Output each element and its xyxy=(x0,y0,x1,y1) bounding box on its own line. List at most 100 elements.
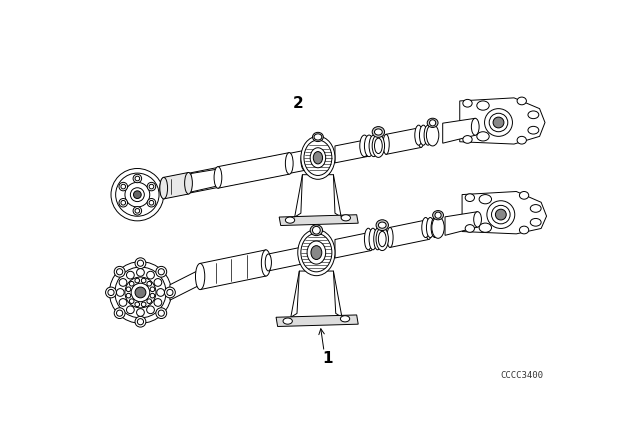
Ellipse shape xyxy=(285,217,294,223)
Ellipse shape xyxy=(111,168,164,221)
Ellipse shape xyxy=(520,191,529,199)
Ellipse shape xyxy=(285,153,293,174)
Ellipse shape xyxy=(147,182,156,191)
Ellipse shape xyxy=(119,198,127,207)
Ellipse shape xyxy=(426,125,439,146)
Ellipse shape xyxy=(432,217,444,238)
Ellipse shape xyxy=(310,148,326,168)
Ellipse shape xyxy=(477,132,489,141)
Ellipse shape xyxy=(116,269,123,275)
Ellipse shape xyxy=(415,125,422,145)
Polygon shape xyxy=(291,271,342,317)
Ellipse shape xyxy=(156,308,166,319)
Ellipse shape xyxy=(431,218,439,237)
Ellipse shape xyxy=(419,125,428,145)
Ellipse shape xyxy=(135,287,146,298)
Ellipse shape xyxy=(520,226,529,234)
Ellipse shape xyxy=(374,228,381,250)
Polygon shape xyxy=(279,215,358,225)
Ellipse shape xyxy=(116,289,124,296)
Ellipse shape xyxy=(435,212,441,218)
Text: CCCC3400: CCCC3400 xyxy=(500,371,543,380)
Ellipse shape xyxy=(261,250,271,276)
Ellipse shape xyxy=(160,178,168,198)
Ellipse shape xyxy=(340,316,349,322)
Polygon shape xyxy=(268,247,301,271)
Ellipse shape xyxy=(489,113,508,132)
Ellipse shape xyxy=(125,277,156,308)
Ellipse shape xyxy=(131,188,145,202)
Ellipse shape xyxy=(387,228,393,247)
Ellipse shape xyxy=(167,289,173,296)
Ellipse shape xyxy=(376,220,388,231)
Ellipse shape xyxy=(150,293,155,298)
Polygon shape xyxy=(200,250,266,289)
Ellipse shape xyxy=(528,111,539,119)
Ellipse shape xyxy=(147,281,152,286)
Ellipse shape xyxy=(129,299,134,303)
Ellipse shape xyxy=(116,310,123,316)
Ellipse shape xyxy=(125,182,150,207)
Ellipse shape xyxy=(127,271,134,279)
Ellipse shape xyxy=(465,224,474,233)
Ellipse shape xyxy=(108,289,114,296)
Ellipse shape xyxy=(265,254,271,271)
Ellipse shape xyxy=(126,293,131,298)
Ellipse shape xyxy=(422,218,429,237)
Ellipse shape xyxy=(341,215,351,221)
Ellipse shape xyxy=(484,108,513,136)
Ellipse shape xyxy=(135,302,140,307)
Ellipse shape xyxy=(154,299,162,306)
Ellipse shape xyxy=(312,132,323,142)
Text: 1: 1 xyxy=(323,351,333,366)
Ellipse shape xyxy=(141,302,146,307)
Ellipse shape xyxy=(528,126,539,134)
Polygon shape xyxy=(445,212,477,235)
Ellipse shape xyxy=(214,167,222,188)
Ellipse shape xyxy=(310,225,323,236)
Ellipse shape xyxy=(138,319,143,325)
Ellipse shape xyxy=(312,226,320,234)
Ellipse shape xyxy=(369,135,378,157)
Ellipse shape xyxy=(126,287,131,292)
Ellipse shape xyxy=(463,99,472,107)
Ellipse shape xyxy=(115,267,166,318)
Ellipse shape xyxy=(131,283,150,302)
Ellipse shape xyxy=(433,211,444,220)
Polygon shape xyxy=(386,127,421,154)
Ellipse shape xyxy=(463,136,472,143)
Ellipse shape xyxy=(154,279,162,286)
Ellipse shape xyxy=(135,278,140,283)
Ellipse shape xyxy=(133,174,141,183)
Ellipse shape xyxy=(372,134,385,157)
Ellipse shape xyxy=(157,289,164,296)
Ellipse shape xyxy=(158,269,164,275)
Ellipse shape xyxy=(479,194,492,204)
Polygon shape xyxy=(443,118,476,143)
Polygon shape xyxy=(170,268,202,300)
Polygon shape xyxy=(460,98,545,144)
Ellipse shape xyxy=(116,173,159,216)
Ellipse shape xyxy=(147,306,154,314)
Ellipse shape xyxy=(472,118,479,135)
Polygon shape xyxy=(462,191,547,234)
Ellipse shape xyxy=(372,127,385,138)
Ellipse shape xyxy=(428,118,438,128)
Ellipse shape xyxy=(517,97,526,105)
Ellipse shape xyxy=(149,184,154,189)
Ellipse shape xyxy=(135,208,140,213)
Ellipse shape xyxy=(114,308,125,319)
Polygon shape xyxy=(390,220,429,247)
Polygon shape xyxy=(294,175,341,217)
Ellipse shape xyxy=(426,220,432,239)
Ellipse shape xyxy=(364,228,372,250)
Ellipse shape xyxy=(135,258,146,269)
Polygon shape xyxy=(335,232,371,258)
Ellipse shape xyxy=(376,228,388,250)
Ellipse shape xyxy=(426,218,434,237)
Ellipse shape xyxy=(313,151,323,164)
Ellipse shape xyxy=(147,299,152,303)
Ellipse shape xyxy=(158,310,164,316)
Ellipse shape xyxy=(487,201,515,228)
Ellipse shape xyxy=(195,263,205,289)
